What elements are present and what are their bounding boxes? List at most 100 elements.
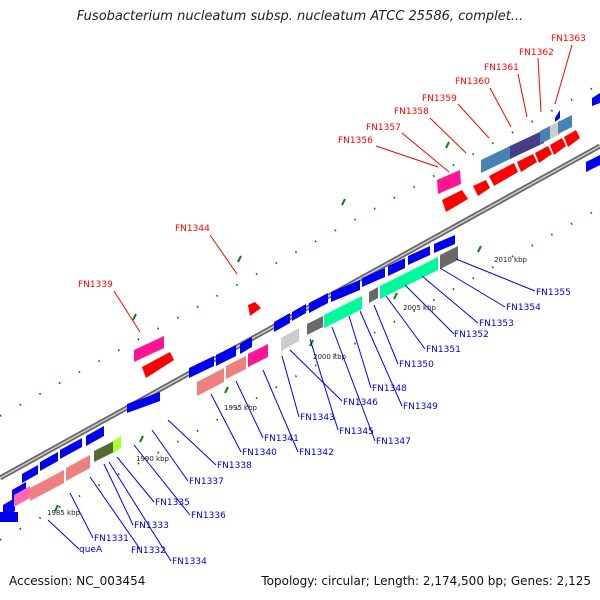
gene-arrow — [550, 138, 566, 155]
gene-label: FN1336 — [191, 511, 226, 521]
gene-block — [197, 368, 224, 396]
gene-label: FN1337 — [189, 477, 224, 487]
gene-arrow — [388, 258, 405, 276]
gene-labels-top: FN1339 FN1344 FN1356 FN1357 FN1358 FN135… — [78, 34, 586, 290]
gene-label: FN1331 — [94, 534, 129, 544]
scale-label-2005: 2005 kbp — [403, 304, 437, 312]
gene-label: FN1332 — [131, 546, 166, 556]
gene-block — [113, 436, 121, 453]
gene-arrow — [240, 337, 252, 354]
scale-ticks — [54, 141, 482, 512]
gene-arrow — [189, 356, 214, 378]
gene-arrow — [309, 293, 328, 313]
gene-label: FN1343 — [300, 413, 335, 423]
gene-block — [380, 257, 438, 299]
gene-arrow — [60, 438, 82, 459]
gene-label: FN1351 — [426, 345, 461, 355]
gene-label: FN1357 — [366, 123, 401, 133]
scale-label-2000: 2000 kbp — [313, 353, 347, 361]
gene-arrow — [331, 280, 360, 302]
gene-arrow — [408, 246, 430, 265]
feature-track-lower[interactable] — [0, 246, 458, 522]
gene-block — [134, 336, 164, 362]
gene-label: FN1335 — [155, 498, 190, 508]
gene-arrow — [489, 163, 518, 186]
gene-label: FN1359 — [422, 94, 457, 104]
gene-block — [248, 344, 268, 367]
gene-block — [550, 121, 560, 139]
gene-arrow — [535, 146, 552, 163]
gene-arrow — [442, 190, 468, 212]
gene-arrow — [216, 345, 236, 366]
gene-block — [324, 296, 362, 328]
gene-block — [369, 287, 378, 303]
gene-block — [30, 470, 64, 501]
gene-label: FN1341 — [264, 434, 299, 444]
gene-label: FN1358 — [394, 107, 429, 117]
gene-label: FN1361 — [484, 63, 519, 73]
gene-label: FN1354 — [506, 303, 541, 313]
gene-arrow — [473, 180, 490, 196]
gene-label: FN1360 — [455, 77, 490, 87]
gene-arrow — [292, 304, 306, 321]
gene-block — [94, 441, 114, 462]
scale-label-1995: 1995 kbp — [224, 404, 258, 412]
gene-label: FN1333 — [134, 521, 169, 531]
gene-block — [437, 170, 461, 194]
scale-label-1990: 1990 kbp — [136, 455, 170, 463]
gene-arrow — [592, 93, 600, 106]
gene-block — [226, 356, 246, 379]
gene-block — [307, 316, 323, 335]
gene-labels-bottom: queA FN1331 FN1332 FN1333 FN1334 FN1335 … — [79, 288, 571, 567]
gene-arrow — [434, 235, 455, 253]
gene-arrow — [564, 130, 580, 147]
gene-label: FN1342 — [299, 448, 334, 458]
accession-label: Accession: NC_003454 — [9, 574, 146, 588]
gene-label: FN1363 — [551, 34, 586, 44]
gene-label: FN1347 — [376, 437, 411, 447]
gene-label: queA — [79, 545, 103, 555]
gene-block — [281, 328, 299, 351]
gene-block — [66, 455, 90, 481]
gene-label: FN1362 — [519, 48, 554, 58]
gene-block — [14, 486, 30, 507]
genome-summary: Topology: circular; Length: 2,174,500 bp… — [261, 574, 591, 588]
gene-arrow — [586, 155, 600, 172]
gene-label: FN1349 — [403, 402, 438, 412]
gene-arrow — [127, 392, 160, 413]
gene-label: FN1344 — [175, 224, 210, 234]
gene-label: FN1338 — [217, 461, 252, 471]
gene-block — [440, 246, 458, 269]
gene-arrow — [555, 110, 560, 122]
gene-label: FN1346 — [343, 398, 378, 408]
gene-label: FN1340 — [242, 448, 277, 458]
gene-arrow — [362, 268, 385, 287]
callout-lines-blue — [47, 258, 536, 562]
scale-labels: 1985 kbp 1990 kbp 1995 kbp 2000 kbp 2005… — [47, 256, 528, 517]
gene-label: FN1353 — [479, 319, 514, 329]
scale-label-2010: 2010 kbp — [494, 256, 528, 264]
gene-label: FN1334 — [172, 557, 207, 567]
scale-label-1985: 1985 kbp — [47, 509, 81, 517]
gene-block — [558, 115, 572, 134]
gene-label: FN1350 — [399, 360, 434, 370]
gene-block — [481, 145, 512, 173]
gene-label: FN1348 — [372, 384, 407, 394]
gene-label: FN1356 — [338, 136, 373, 146]
gene-arrow — [86, 426, 104, 446]
gene-arrow — [517, 154, 537, 172]
feature-track-upper[interactable] — [134, 93, 600, 378]
gene-arrow — [40, 452, 58, 471]
gene-arrow — [274, 313, 290, 332]
gene-label: FN1339 — [78, 280, 113, 290]
reverse-strand-genes[interactable] — [3, 155, 600, 518]
gene-block — [510, 130, 544, 159]
gene-arrow — [248, 302, 261, 316]
gene-arrow — [22, 465, 38, 483]
gene-arrow — [142, 352, 174, 378]
gene-label: FN1345 — [339, 427, 374, 437]
map-title: Fusobacterium nucleatum subsp. nucleatum… — [76, 9, 524, 24]
callout-lines-red — [113, 44, 573, 333]
gene-label: FN1352 — [454, 330, 489, 340]
